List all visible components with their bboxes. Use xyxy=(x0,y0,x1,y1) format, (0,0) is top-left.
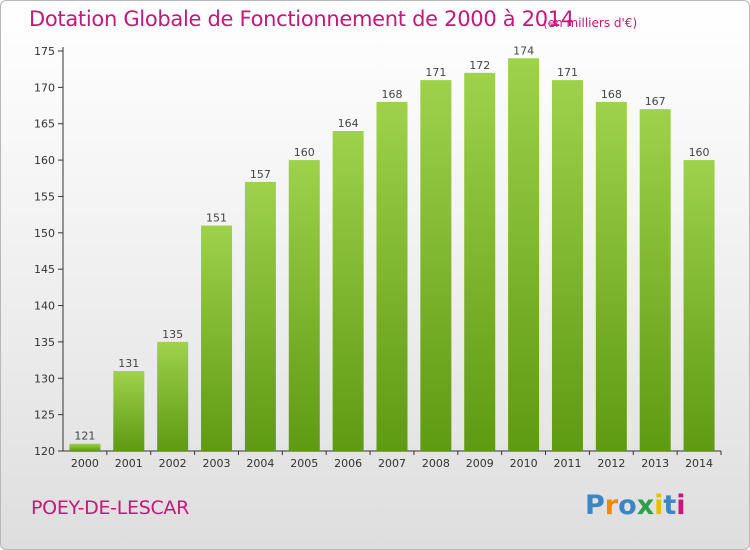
x-tick-label: 2012 xyxy=(597,457,625,470)
y-tick-label: 125 xyxy=(34,409,55,422)
proxiti-logo: Proxiti xyxy=(585,490,686,521)
data-label: 171 xyxy=(557,66,578,79)
x-tick-label: 2011 xyxy=(553,457,581,470)
bar-2014 xyxy=(683,160,715,451)
y-tick-label: 150 xyxy=(34,227,55,240)
bar-2009 xyxy=(464,72,496,452)
data-label: 151 xyxy=(206,212,227,225)
data-label: 168 xyxy=(382,88,403,101)
bar-2012 xyxy=(595,101,627,451)
x-tick-label: 2006 xyxy=(334,457,362,470)
y-tick-label: 140 xyxy=(34,300,55,313)
y-tick-label: 145 xyxy=(34,263,55,276)
logo-letter: o xyxy=(618,490,637,521)
x-tick-label: 2002 xyxy=(159,457,187,470)
bar-2007 xyxy=(376,101,408,451)
commune-name: POEY-DE-LESCAR xyxy=(31,497,190,519)
x-tick-label: 2008 xyxy=(422,457,450,470)
x-tick-label: 2010 xyxy=(510,457,538,470)
logo-letter: i xyxy=(654,490,664,521)
data-label: 168 xyxy=(601,88,622,101)
data-label: 131 xyxy=(118,357,139,370)
bar-2000 xyxy=(69,443,101,451)
x-tick-label: 2001 xyxy=(115,457,143,470)
y-tick-label: 135 xyxy=(34,336,55,349)
y-tick-label: 120 xyxy=(34,445,55,458)
x-tick-label: 2004 xyxy=(246,457,274,470)
chart-unit: (en milliers d'€) xyxy=(543,16,638,30)
y-tick-label: 175 xyxy=(34,45,55,58)
bar-2010 xyxy=(508,58,540,451)
logo-letter: r xyxy=(604,490,619,521)
y-tick-label: 165 xyxy=(34,118,55,131)
data-label: 160 xyxy=(294,146,315,159)
x-tick-label: 2013 xyxy=(641,457,669,470)
bar-2003 xyxy=(201,225,233,451)
logo-letter: P xyxy=(585,490,605,521)
x-tick-label: 2003 xyxy=(203,457,231,470)
bar-2005 xyxy=(288,160,320,451)
data-label: 164 xyxy=(338,117,359,130)
chart-title: Dotation Globale de Fonctionnement de 20… xyxy=(29,7,574,31)
logo-letter: x xyxy=(636,490,655,521)
logo-letter: i xyxy=(676,490,686,521)
bar-2001 xyxy=(113,371,145,451)
x-tick-label: 2014 xyxy=(685,457,713,470)
bar-2008 xyxy=(420,80,452,451)
data-label: 160 xyxy=(689,146,710,159)
bar-2013 xyxy=(639,109,671,451)
data-label: 157 xyxy=(250,168,271,181)
y-tick-label: 160 xyxy=(34,154,55,167)
bar-2006 xyxy=(332,131,364,451)
x-tick-label: 2000 xyxy=(71,457,99,470)
y-tick-label: 155 xyxy=(34,190,55,203)
bar-2004 xyxy=(244,181,276,451)
data-label: 167 xyxy=(645,95,666,108)
y-tick-label: 170 xyxy=(34,81,55,94)
y-tick-label: 130 xyxy=(34,372,55,385)
x-tick-label: 2005 xyxy=(290,457,318,470)
data-label: 174 xyxy=(513,44,534,57)
logo-letter: t xyxy=(663,490,677,521)
data-label: 171 xyxy=(425,66,446,79)
bar-2011 xyxy=(551,80,583,451)
x-tick-label: 2009 xyxy=(466,457,494,470)
data-label: 121 xyxy=(74,430,95,443)
bar-2002 xyxy=(157,341,189,451)
data-label: 172 xyxy=(469,59,490,72)
data-label: 135 xyxy=(162,328,183,341)
x-tick-label: 2007 xyxy=(378,457,406,470)
